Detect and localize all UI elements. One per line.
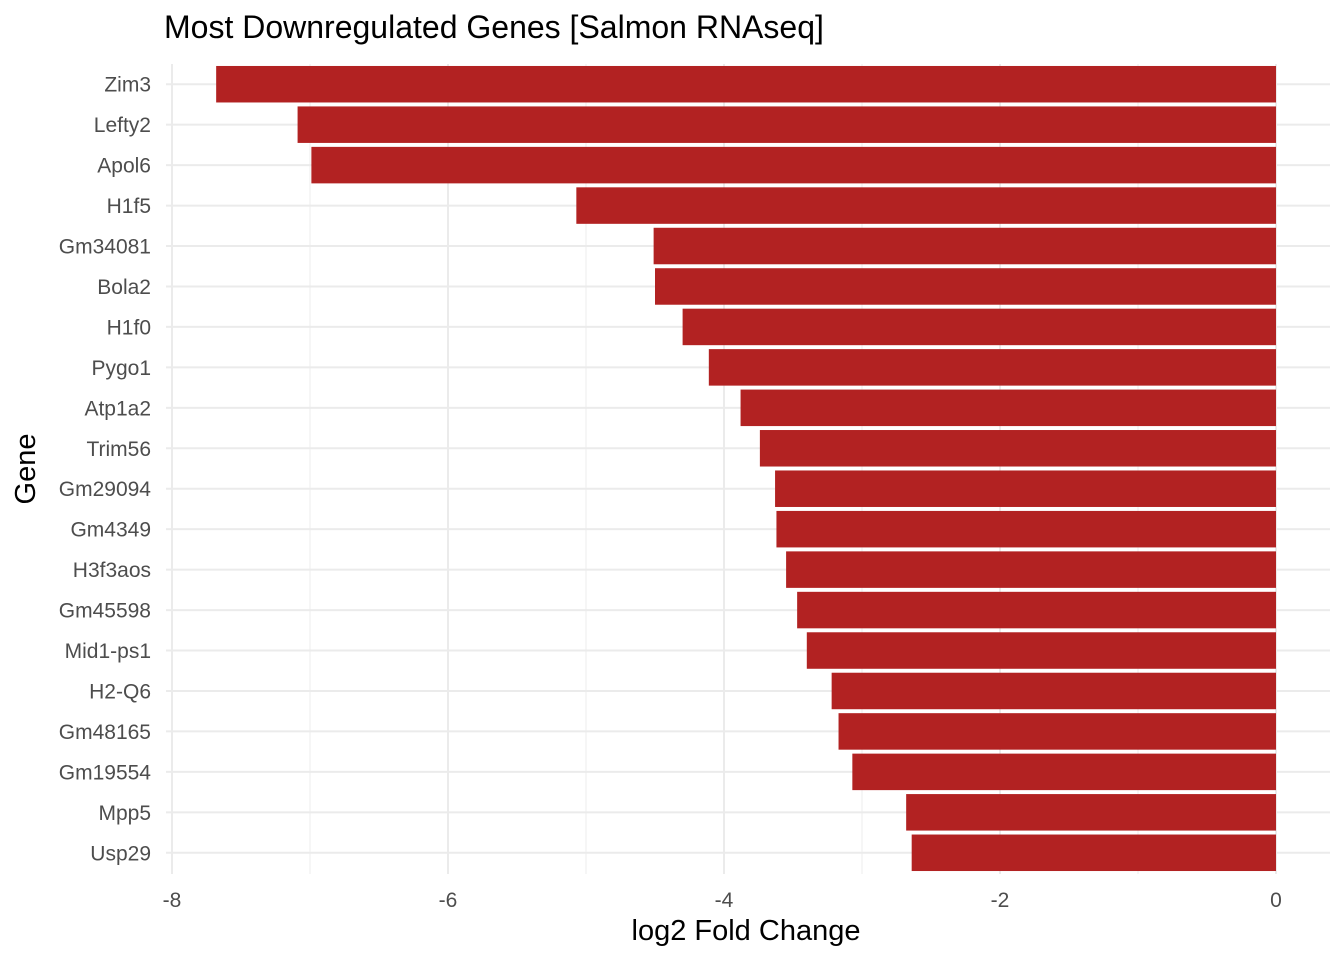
y-tick-label: H1f5 (107, 195, 151, 218)
bar-h1f0 (682, 308, 1276, 346)
bar-bola2 (655, 268, 1276, 305)
grid-lines (166, 64, 1330, 874)
bar-gm48165 (838, 713, 1276, 750)
bar-apol6 (311, 146, 1276, 184)
bar-atp1a2 (740, 389, 1276, 427)
y-tick-label: H3f3aos (73, 559, 151, 582)
y-tick-label: Apol6 (97, 155, 151, 178)
bar-gm34081 (653, 227, 1276, 265)
y-tick-label: H1f0 (107, 316, 151, 339)
bar-usp29 (911, 834, 1276, 872)
bar-mid1-ps1 (806, 632, 1276, 669)
bar-h3f3aos (786, 551, 1276, 588)
y-tick-label: Gm4349 (70, 519, 151, 542)
bar-gm4349 (776, 510, 1276, 548)
bar-mpp5 (906, 794, 1276, 831)
y-tick-label: Usp29 (90, 842, 151, 865)
y-tick-label: Mpp5 (98, 802, 151, 825)
x-tick-label: -2 (991, 889, 1010, 912)
bar-h2-q6 (831, 672, 1276, 710)
x-tick-label: -8 (163, 889, 182, 912)
bar-gm29094 (775, 470, 1276, 507)
bar-gm19554 (852, 753, 1276, 791)
y-tick-label: Mid1-ps1 (65, 640, 151, 663)
bar-gm45598 (797, 591, 1276, 629)
y-tick-label: Gm19554 (59, 761, 152, 784)
y-tick-label: Zim3 (104, 74, 151, 97)
x-axis-title: log2 Fold Change (632, 915, 861, 947)
x-tick-label: -4 (715, 889, 734, 912)
y-tick-label: Pygo1 (91, 357, 151, 380)
y-tick-labels: Zim3 Lefty2 Apol6 H1f5 Gm34081 Bola2 H1f0 Pygo1… (59, 74, 152, 866)
y-tick-label: H2-Q6 (89, 680, 151, 703)
y-tick-label: Lefty2 (94, 114, 151, 137)
y-tick-label: Trim56 (86, 438, 151, 461)
bar-pygo1 (708, 349, 1276, 386)
bars (216, 65, 1277, 872)
y-tick-label: Gm29094 (59, 478, 152, 501)
y-tick-label: Gm34081 (59, 236, 151, 259)
y-axis-title: Gene (10, 434, 42, 505)
y-tick-label: Gm45598 (59, 600, 151, 623)
bar-lefty2 (297, 106, 1277, 143)
chart-title: Most Downregulated Genes [Salmon RNAseq] (164, 9, 824, 45)
x-tick-label: -6 (439, 889, 458, 912)
y-tick-label: Bola2 (97, 276, 151, 299)
bar-trim56 (759, 430, 1276, 467)
x-tick-label: 0 (1270, 889, 1282, 912)
x-tick-labels: -8 -6 -4 -2 0 (163, 889, 1282, 912)
bar-h1f5 (576, 187, 1276, 224)
y-tick-label: Gm48165 (59, 721, 151, 744)
y-tick-label: Atp1a2 (84, 397, 151, 420)
bar-zim3 (216, 65, 1276, 103)
